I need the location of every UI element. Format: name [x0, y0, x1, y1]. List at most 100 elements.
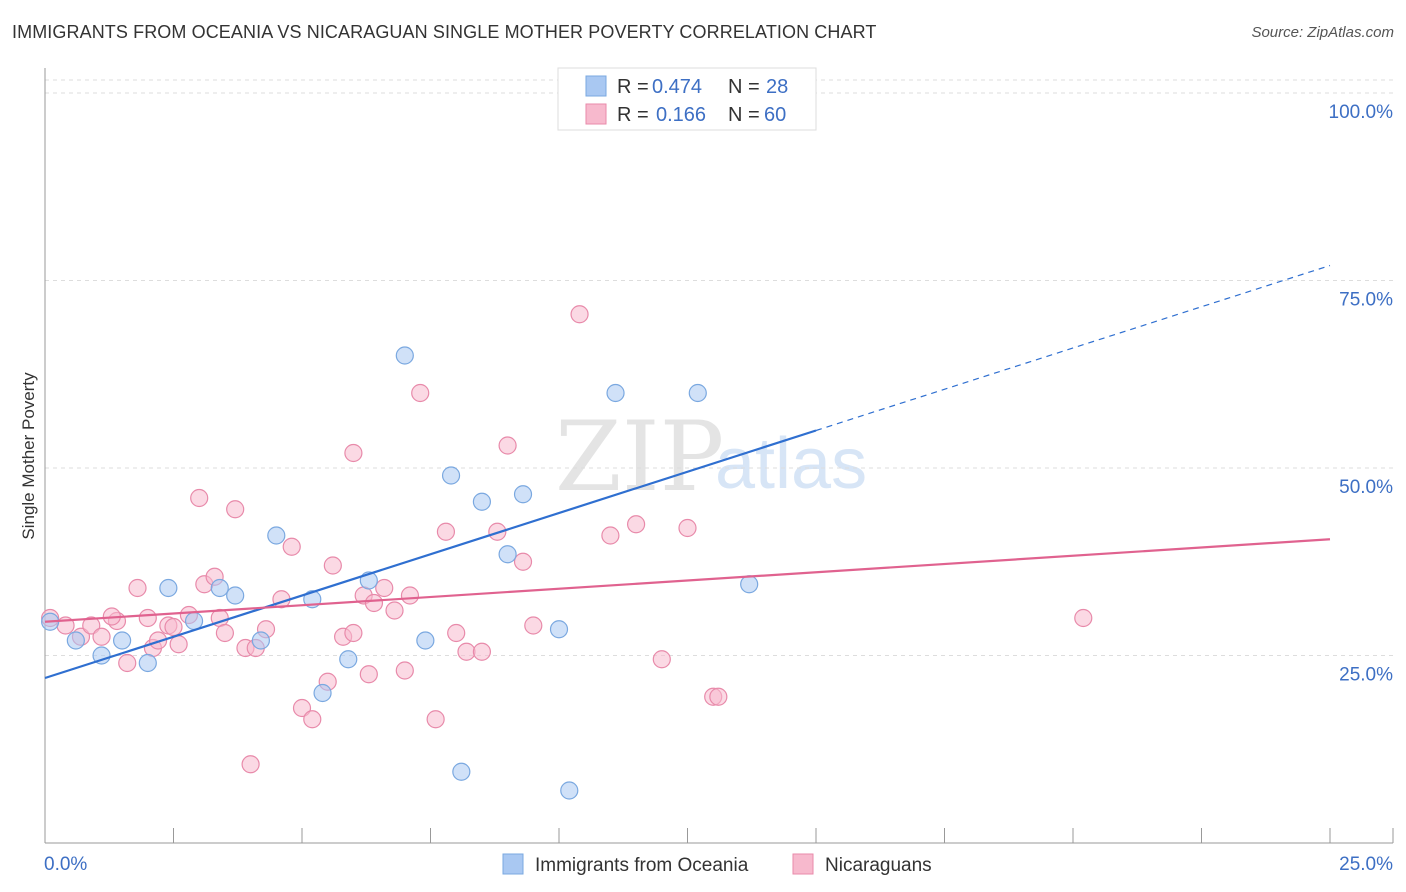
- data-point-nicaraguans: [226, 500, 245, 519]
- data-point-immigrants-from-oceania: [560, 781, 579, 800]
- data-point-immigrants-from-oceania: [313, 683, 332, 703]
- data-point-nicaraguans: [457, 642, 476, 661]
- data-point-nicaraguans: [359, 665, 378, 684]
- legend-swatch-blue: [585, 75, 607, 97]
- legend-n-value-pink: 60: [764, 104, 786, 126]
- legend-n-value-blue: 28: [766, 76, 788, 98]
- data-point-nicaraguans: [118, 653, 137, 673]
- data-point-immigrants-from-oceania: [498, 545, 517, 564]
- data-point-immigrants-from-oceania: [339, 650, 358, 669]
- data-point-immigrants-from-oceania: [441, 466, 461, 485]
- data-point-immigrants-from-oceania: [92, 646, 111, 665]
- data-point-immigrants-from-oceania: [159, 578, 178, 598]
- data-point-nicaraguans: [426, 710, 445, 729]
- bottom-legend-swatch-blue: [502, 853, 524, 875]
- data-point-nicaraguans: [282, 537, 301, 556]
- chart-title: IMMIGRANTS FROM OCEANIA VS NICARAGUAN SI…: [12, 22, 877, 42]
- data-point-immigrants-from-oceania: [138, 653, 157, 673]
- data-point-immigrants-from-oceania: [513, 485, 533, 504]
- legend-r-label-blue: R =: [617, 76, 649, 98]
- source-label: Source: ZipAtlas.com: [1251, 24, 1394, 41]
- y-axis-label: Single Mother Poverty: [19, 372, 38, 540]
- bottom-legend-swatch-pink: [792, 853, 814, 875]
- data-point-nicaraguans: [303, 710, 322, 729]
- data-point-nicaraguans: [148, 631, 168, 650]
- data-point-immigrants-from-oceania: [112, 631, 132, 650]
- data-point-nicaraguans: [395, 661, 414, 680]
- legend-r-value-blue: 0.474: [652, 76, 702, 98]
- data-point-immigrants-from-oceania: [688, 383, 707, 403]
- data-point-nicaraguans: [215, 623, 234, 643]
- data-point-immigrants-from-oceania: [549, 620, 569, 639]
- legend-swatch-pink: [585, 103, 607, 125]
- data-point-nicaraguans: [128, 578, 147, 598]
- data-point-nicaraguans: [385, 601, 404, 620]
- data-point-nicaraguans: [323, 556, 342, 575]
- data-point-nicaraguans: [138, 608, 157, 628]
- data-point-nicaraguans: [709, 687, 728, 706]
- data-point-nicaraguans: [472, 642, 491, 661]
- data-point-immigrants-from-oceania: [452, 762, 471, 781]
- data-point-nicaraguans: [498, 436, 517, 455]
- y-tick-label: 100.0%: [1329, 102, 1394, 123]
- data-point-immigrants-from-oceania: [226, 586, 245, 605]
- data-point-nicaraguans: [164, 617, 183, 637]
- series-nicaraguans: [41, 305, 1093, 774]
- data-point-nicaraguans: [375, 578, 394, 598]
- trend-line-immigrants-from-oceania: [44, 429, 817, 680]
- data-point-nicaraguans: [570, 305, 589, 324]
- data-point-nicaraguans: [190, 488, 209, 508]
- y-tick-label: 50.0%: [1339, 477, 1393, 498]
- data-point-immigrants-from-oceania: [251, 631, 270, 650]
- trend-line-nicaraguans: [44, 538, 1331, 623]
- series-legend: Immigrants from Oceania Nicaraguans: [502, 853, 932, 876]
- data-point-nicaraguans: [1074, 608, 1093, 628]
- data-point-nicaraguans: [436, 522, 456, 541]
- series-immigrants-from-oceania: [41, 83, 774, 800]
- data-point-immigrants-from-oceania: [606, 383, 625, 403]
- y-tick-labels: 25.0% 50.0% 75.0% 100.0%: [1329, 102, 1394, 686]
- data-point-immigrants-from-oceania: [416, 631, 435, 650]
- watermark-atlas: atlas: [715, 424, 867, 504]
- bottom-legend-label-blue: Immigrants from Oceania: [535, 855, 749, 876]
- data-point-nicaraguans: [400, 586, 420, 605]
- x-tick-label-max: 25.0%: [1339, 854, 1393, 875]
- data-point-immigrants-from-oceania: [66, 631, 85, 650]
- gridlines: [45, 79, 1393, 656]
- data-point-immigrants-from-oceania: [740, 575, 759, 594]
- data-point-immigrants-from-oceania: [267, 526, 286, 545]
- data-point-nicaraguans: [241, 755, 260, 774]
- data-point-nicaraguans: [678, 518, 697, 538]
- legend-r-value-pink: 0.166: [656, 104, 706, 126]
- data-point-nicaraguans: [447, 623, 466, 643]
- data-point-nicaraguans: [92, 627, 111, 646]
- watermark-zip: ZIP: [555, 401, 724, 513]
- y-tick-label: 75.0%: [1339, 290, 1393, 311]
- trend-line-extension-immigrants-from-oceania: [815, 264, 1331, 432]
- data-point-nicaraguans: [626, 515, 646, 534]
- data-point-immigrants-from-oceania: [184, 611, 204, 631]
- correlation-legend: R = 0.474 N = 28 R = 0.166 N = 60: [557, 67, 817, 131]
- data-point-nicaraguans: [344, 443, 363, 463]
- data-point-immigrants-from-oceania: [210, 578, 229, 598]
- data-point-nicaraguans: [524, 616, 543, 635]
- data-point-nicaraguans: [292, 698, 312, 718]
- data-point-nicaraguans: [364, 593, 384, 613]
- data-point-nicaraguans: [513, 552, 533, 571]
- data-point-nicaraguans: [82, 616, 101, 635]
- data-point-nicaraguans: [411, 383, 430, 403]
- legend-n-label-blue: N =: [728, 76, 760, 98]
- data-point-immigrants-from-oceania: [472, 492, 491, 511]
- data-point-nicaraguans: [652, 650, 671, 669]
- data-point-nicaraguans: [169, 635, 188, 654]
- data-point-nicaraguans: [601, 526, 620, 545]
- legend-n-label-pink: N =: [728, 104, 760, 126]
- trend-lines: [44, 264, 1331, 680]
- legend-r-label-pink: R =: [617, 104, 649, 126]
- data-point-immigrants-from-oceania: [395, 346, 414, 365]
- bottom-legend-label-pink: Nicaraguans: [825, 855, 932, 876]
- data-point-nicaraguans: [344, 623, 363, 643]
- y-tick-label: 25.0%: [1339, 665, 1393, 686]
- x-axis-ticks: [44, 828, 1394, 843]
